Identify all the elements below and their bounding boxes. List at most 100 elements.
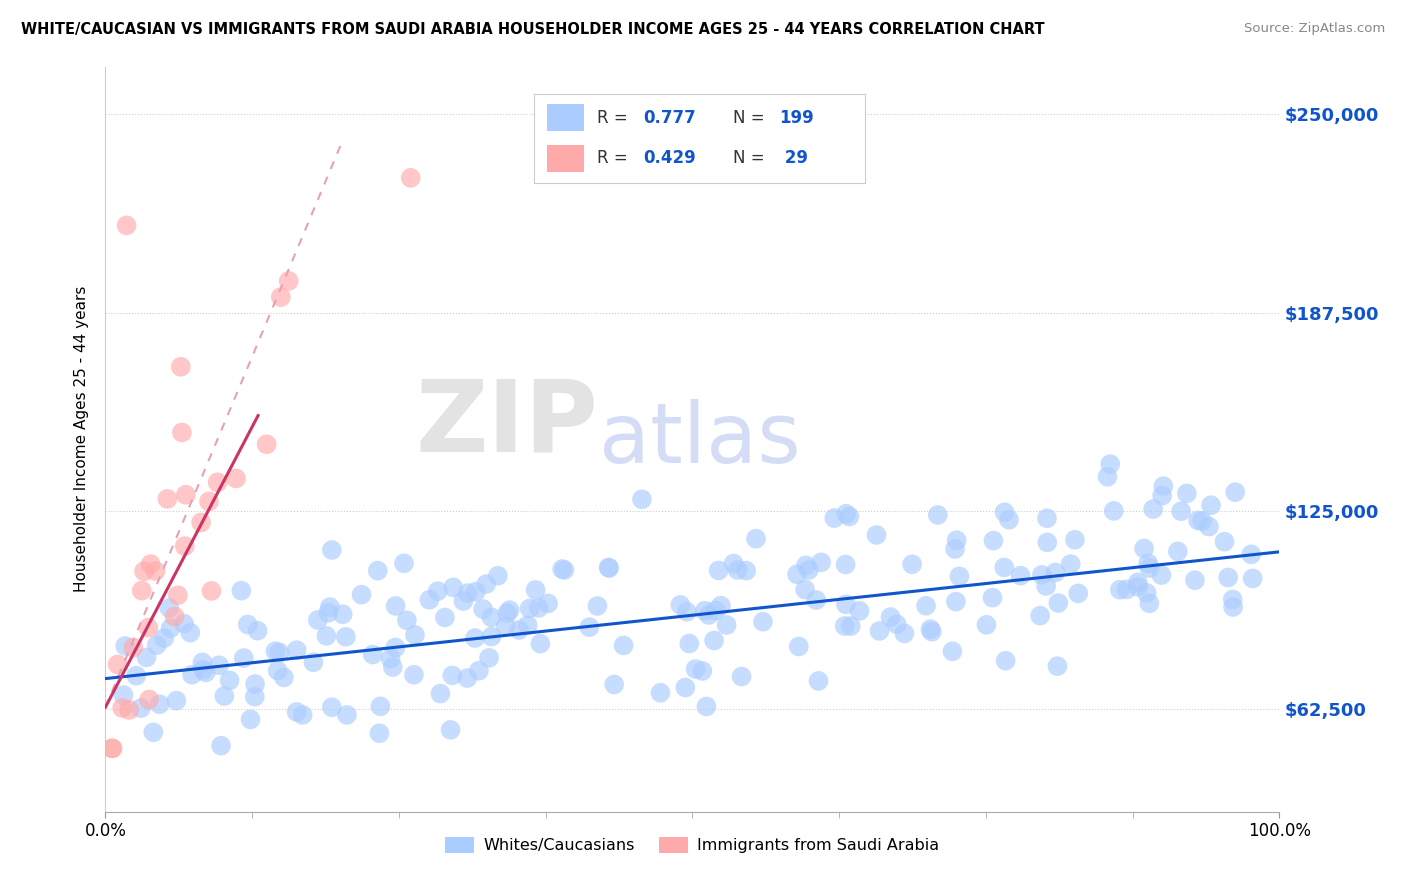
Point — [1142, 502, 1164, 516]
Point — [1136, 586, 1159, 600]
Point — [285, 643, 308, 657]
Point — [723, 557, 745, 571]
Point — [315, 629, 337, 643]
Point — [173, 539, 195, 553]
Point — [101, 741, 124, 756]
Point — [236, 617, 259, 632]
Point — [797, 563, 820, 577]
Point — [478, 650, 501, 665]
Point — [695, 699, 717, 714]
Point — [835, 507, 858, 521]
Point — [486, 568, 509, 582]
Point — [650, 686, 672, 700]
Point — [993, 560, 1015, 574]
Point — [114, 639, 136, 653]
Point — [285, 705, 308, 719]
Point — [1198, 519, 1220, 533]
Text: R =: R = — [598, 109, 633, 127]
Point — [191, 663, 214, 677]
Text: N =: N = — [733, 109, 769, 127]
Point — [145, 638, 167, 652]
Point — [710, 599, 733, 613]
Point — [810, 555, 832, 569]
Point — [125, 668, 148, 682]
Point — [277, 274, 299, 288]
Point — [839, 619, 862, 633]
Point — [429, 687, 451, 701]
Point — [464, 631, 486, 645]
Point — [381, 660, 404, 674]
Point — [834, 558, 856, 572]
Point — [730, 669, 752, 683]
Point — [273, 670, 295, 684]
Point — [1241, 571, 1264, 585]
Point — [524, 582, 547, 597]
Point — [384, 599, 406, 613]
Point — [886, 617, 908, 632]
Point — [1029, 608, 1052, 623]
Point — [368, 726, 391, 740]
Point — [920, 622, 942, 636]
Point — [441, 580, 464, 594]
Point — [707, 564, 730, 578]
Point — [165, 693, 187, 707]
Point — [321, 700, 343, 714]
Text: 0.429: 0.429 — [644, 149, 696, 167]
Point — [439, 723, 461, 737]
Point — [481, 630, 503, 644]
Point — [673, 681, 696, 695]
Point — [1036, 535, 1059, 549]
Point — [418, 592, 440, 607]
Point — [631, 492, 654, 507]
Point — [598, 560, 620, 574]
Point — [1222, 592, 1244, 607]
Point — [983, 533, 1005, 548]
Point — [948, 569, 970, 583]
Point — [735, 564, 758, 578]
Point — [131, 583, 153, 598]
Point — [208, 658, 231, 673]
Point — [993, 505, 1015, 519]
Point — [139, 557, 162, 571]
Point — [1010, 568, 1032, 582]
Point — [865, 528, 887, 542]
Point — [218, 673, 240, 688]
Text: Source: ZipAtlas.com: Source: ZipAtlas.com — [1244, 22, 1385, 36]
Point — [367, 564, 389, 578]
Point — [1187, 513, 1209, 527]
Point — [167, 588, 190, 602]
Point — [426, 584, 449, 599]
Point — [529, 637, 551, 651]
Point — [191, 656, 214, 670]
Point — [246, 624, 269, 638]
Point — [316, 606, 339, 620]
Text: 0.777: 0.777 — [644, 109, 696, 127]
Point — [838, 509, 860, 524]
Point — [179, 625, 201, 640]
Point — [456, 671, 478, 685]
Point — [225, 471, 247, 485]
Point — [101, 741, 124, 756]
Point — [464, 584, 486, 599]
Point — [200, 583, 222, 598]
Point — [1115, 582, 1137, 597]
Point — [586, 599, 609, 613]
Point — [1175, 486, 1198, 500]
Point — [129, 701, 152, 715]
Point — [752, 615, 775, 629]
Point — [270, 290, 292, 304]
Point — [384, 640, 406, 655]
Point — [159, 621, 181, 635]
Point — [998, 513, 1021, 527]
Point — [794, 582, 817, 597]
Point — [823, 511, 845, 525]
Point — [1067, 586, 1090, 600]
Point — [495, 619, 517, 633]
Point — [370, 699, 392, 714]
Point — [516, 618, 538, 632]
Point — [603, 677, 626, 691]
Point — [472, 602, 495, 616]
Point — [868, 624, 890, 638]
Point — [807, 673, 830, 688]
Point — [380, 651, 402, 665]
